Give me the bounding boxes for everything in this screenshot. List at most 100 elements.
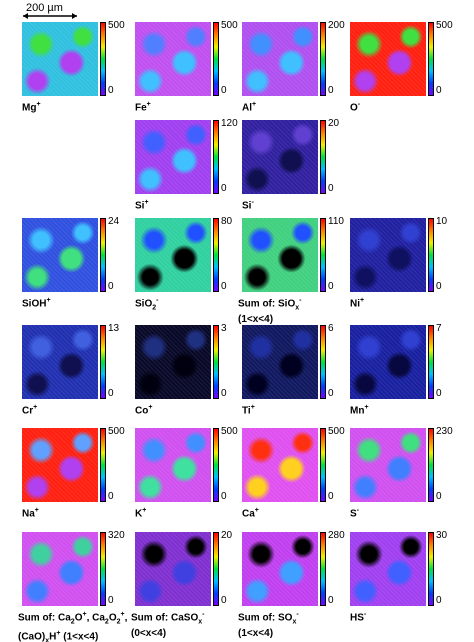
ion-label: Al+ (242, 99, 256, 114)
ion-label: O- (350, 99, 360, 114)
label-text: Ca (242, 508, 255, 520)
ion-map (242, 218, 318, 292)
label-text: - (356, 507, 360, 514)
scale-max: 320 (108, 530, 125, 541)
ion-label: Co+ (135, 402, 152, 417)
scale-max: 500 (221, 20, 238, 31)
scale-max: 500 (221, 426, 238, 437)
scale-min: 0 (108, 85, 114, 96)
label-text: Ti (242, 405, 251, 417)
label-text: , Ca (86, 612, 105, 624)
ion-map (135, 22, 211, 96)
label-line: Si+ (135, 197, 149, 212)
ion-map (350, 22, 426, 96)
scale-max: 120 (221, 118, 238, 129)
label-line: Cr+ (22, 402, 37, 417)
scale-max: 200 (328, 20, 345, 31)
ion-label: Si- (242, 197, 254, 212)
ion-map (22, 218, 98, 292)
scale-max: 110 (328, 216, 344, 227)
label-line: (CaO)xH+ (1<x<4) (18, 628, 127, 642)
scale-min: 0 (221, 388, 227, 399)
ion-map (135, 218, 211, 292)
label-text: Sum of: SiO (238, 298, 296, 310)
label-text: , (124, 612, 128, 624)
label-text: (1<x<4) (238, 314, 274, 326)
scale-max: 30 (436, 530, 448, 541)
scale-min: 0 (328, 595, 334, 606)
ion-map (135, 120, 211, 194)
color-scale (320, 428, 326, 502)
color-scale (320, 532, 326, 606)
scale-min: 0 (221, 491, 227, 502)
scale-max: 13 (108, 323, 120, 334)
color-scale (213, 22, 219, 96)
label-text: + (56, 630, 61, 638)
label-text: (1<x<4) (60, 631, 99, 642)
label-line: HS- (350, 609, 366, 624)
label-text: - (357, 101, 361, 108)
label-text: + (82, 611, 87, 618)
ion-map (350, 532, 426, 606)
label-text: Fe (135, 102, 147, 114)
ion-label: Sum of: Ca2O+, Ca2O2+, (CaO)xH+ (1<x<4) (18, 609, 127, 642)
label-line: (1<x<4) (238, 314, 301, 326)
scale-min: 0 (221, 281, 227, 292)
label-text: - (299, 297, 302, 304)
label-text: + (144, 199, 149, 206)
ion-label: Si+ (135, 197, 149, 212)
color-scale (428, 532, 434, 606)
label-text: O (108, 612, 117, 624)
color-scale (213, 428, 219, 502)
ion-map (242, 325, 318, 399)
scale-max: 500 (108, 426, 125, 437)
ion-label: HS- (350, 609, 366, 624)
color-scale (213, 532, 219, 606)
ion-map (135, 325, 211, 399)
color-scale (428, 325, 434, 399)
label-text: + (250, 404, 255, 411)
label-text: 2 (70, 618, 75, 626)
label-text: + (36, 101, 41, 108)
color-scale (100, 325, 106, 399)
label-text: Sum of: Ca (18, 612, 71, 624)
ion-label: Sum of: SOx- (1<x<4) (238, 609, 299, 640)
label-text: Al (242, 102, 252, 114)
ion-label: Cr+ (22, 402, 37, 417)
ion-label: Ca+ (242, 505, 259, 520)
label-text: + (120, 611, 125, 618)
label-text: 2 (116, 618, 121, 626)
label-text: - (296, 611, 299, 618)
ion-label: Sum of: SiOx- (1<x<4) (238, 295, 301, 326)
scale-min: 0 (108, 491, 114, 502)
label-text: x (292, 618, 297, 626)
ion-label: Fe+ (135, 99, 151, 114)
label-text: x (198, 618, 203, 626)
scale-min: 0 (436, 85, 442, 96)
ion-label: Ni+ (350, 295, 364, 310)
scale-min: 0 (436, 281, 442, 292)
label-text: O (74, 612, 83, 624)
label-text: + (34, 507, 39, 514)
ion-map (22, 22, 98, 96)
label-text: Mn (350, 405, 365, 417)
label-text: K (135, 508, 143, 520)
label-line: (0<x<4) (131, 628, 204, 640)
label-text: + (142, 507, 147, 514)
label-text: Si (135, 200, 145, 212)
label-line: Ti+ (242, 402, 255, 417)
color-scale (213, 325, 219, 399)
scale-min: 0 (436, 491, 442, 502)
ion-map (135, 532, 211, 606)
label-line: Co+ (135, 402, 152, 417)
label-line: Mg+ (22, 99, 41, 114)
ion-label: K+ (135, 505, 146, 520)
label-text: - (202, 611, 205, 618)
label-text: Cr (22, 405, 34, 417)
scale-min: 0 (436, 595, 442, 606)
scale-max: 6 (328, 323, 334, 334)
scale-max: 80 (221, 216, 233, 227)
scale-max: 230 (436, 426, 453, 437)
label-text: x (45, 637, 50, 642)
